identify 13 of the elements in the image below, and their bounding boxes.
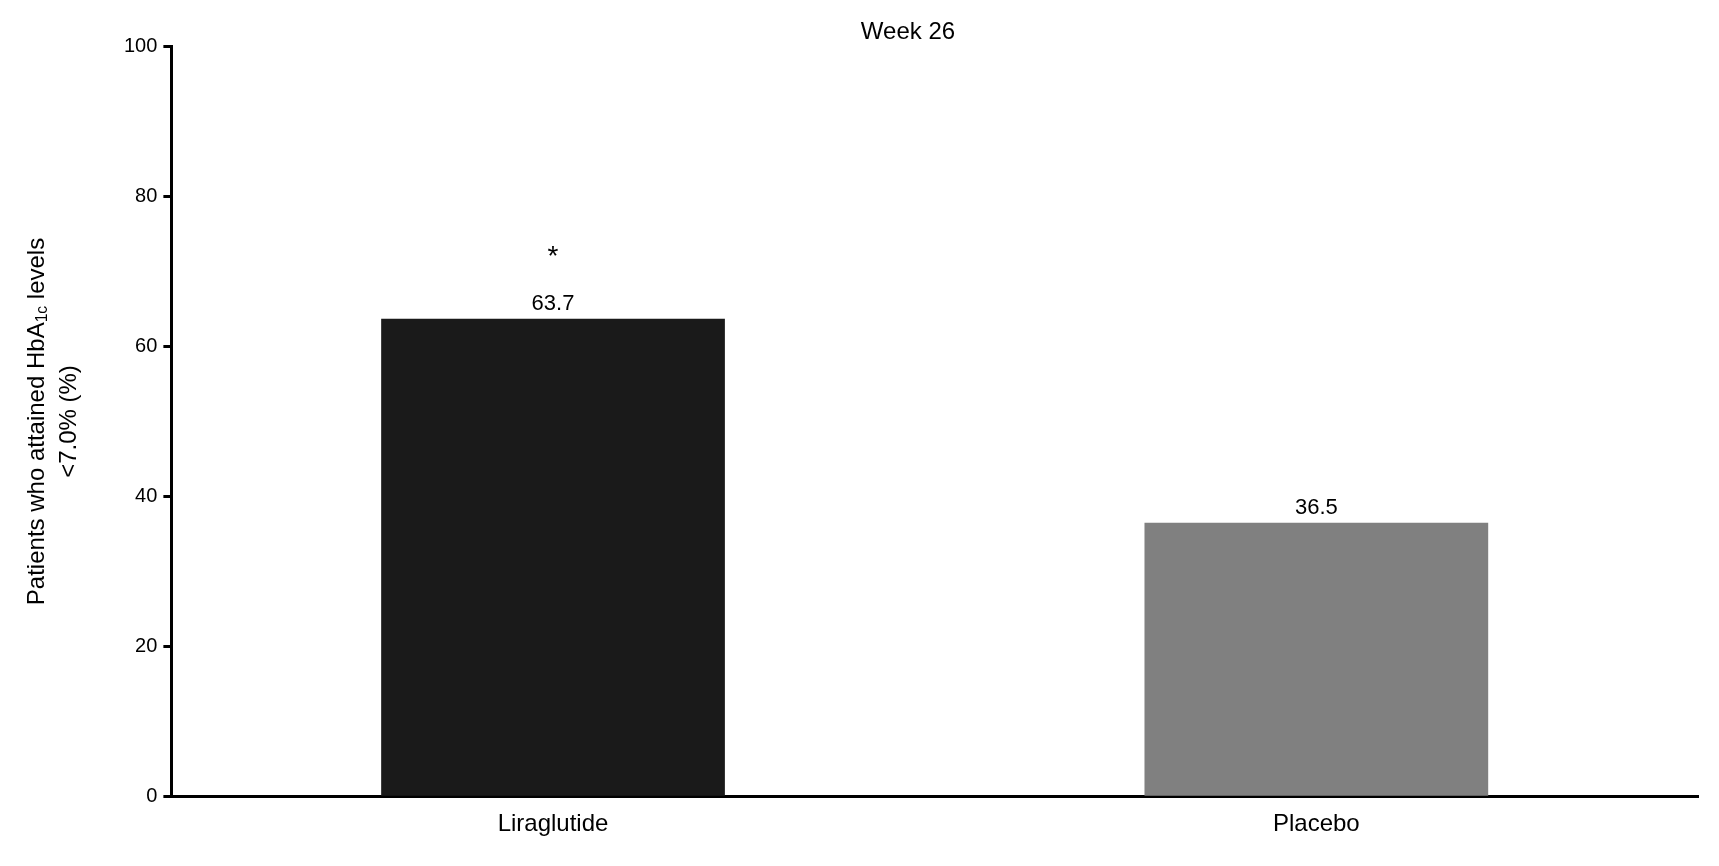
x-tick-label: Liraglutide bbox=[497, 809, 609, 837]
y-tick-label: 80 bbox=[135, 184, 158, 207]
data-label: 36.5 bbox=[1294, 493, 1338, 519]
y-tick-label: 100 bbox=[123, 34, 158, 57]
y-tick-label: 60 bbox=[135, 334, 158, 357]
chart-title: Week 26 bbox=[860, 17, 956, 45]
y-tick-label: 40 bbox=[135, 483, 158, 506]
annotation: * bbox=[547, 239, 559, 271]
text: Patients who attained HbA1c levels <7.0% (%) bbox=[21, 237, 81, 606]
y-tick-label: 0 bbox=[146, 783, 158, 806]
data-label: 63.7 bbox=[531, 289, 575, 315]
y-tick-label: 20 bbox=[135, 633, 158, 656]
x-tick-label: Placebo bbox=[1272, 809, 1360, 837]
